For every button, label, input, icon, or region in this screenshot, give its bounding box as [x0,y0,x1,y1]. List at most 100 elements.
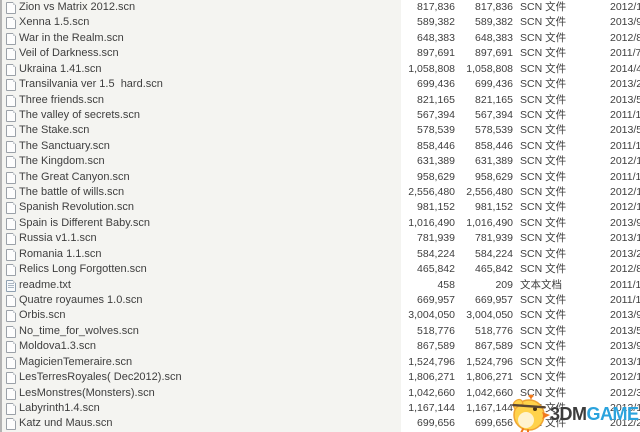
file-row[interactable]: Labyrinth1.4.scn 1,167,144 1,167,144 SCN… [0,401,640,416]
file-icon [6,402,16,415]
file-icon [6,372,16,385]
file-packed-size: 648,383 [475,31,513,44]
file-size: 578,539 [417,124,455,137]
file-name: Transilvania ver 1.5 hard.scn [19,78,163,91]
file-row[interactable]: The Kingdom.scn 631,389 631,389 SCN 文件 2… [0,154,640,169]
file-name: Ukraina 1.41.scn [19,62,102,75]
file-size: 465,842 [417,263,455,276]
file-icon [6,109,16,122]
file-name: Relics Long Forgotten.scn [19,263,147,276]
file-icon [6,125,16,138]
file-row[interactable]: Spanish Revolution.scn 981,152 981,152 S… [0,200,640,215]
file-date: 2013/5 [610,93,640,106]
file-size: 1,167,144 [408,401,455,414]
file-date: 2013/9 [610,216,640,229]
file-name: Russia v1.1.scn [19,232,97,245]
file-row[interactable]: LesMonstres(Monsters).scn 1,042,660 1,04… [0,386,640,401]
file-row[interactable]: No_time_for_wolves.scn 518,776 518,776 S… [0,324,640,339]
file-type: SCN 文件 [520,201,567,214]
file-size: 2,556,480 [408,186,455,199]
file-name: Veil of Darkness.scn [19,47,119,60]
file-date: 2013/5 [610,324,640,337]
file-type: SCN 文件 [520,31,567,44]
file-row[interactable]: The valley of secrets.scn 567,394 567,39… [0,108,640,123]
file-row[interactable]: Orbis.scn 3,004,050 3,004,050 SCN 文件 201… [0,308,640,323]
file-row[interactable]: The battle of wills.scn 2,556,480 2,556,… [0,185,640,200]
file-type: SCN 文件 [520,386,567,399]
file-type: SCN 文件 [520,108,567,121]
file-date: 2012/8 [610,263,640,276]
file-row[interactable]: MagicienTemeraire.scn 1,524,796 1,524,79… [0,355,640,370]
file-name: LesMonstres(Monsters).scn [19,386,155,399]
file-row[interactable]: War in the Realm.scn 648,383 648,383 SCN… [0,31,640,46]
file-type: SCN 文件 [520,247,567,260]
file-name: Labyrinth1.4.scn [19,401,100,414]
file-icon [6,217,16,230]
file-size: 699,656 [417,417,455,430]
file-type: SCN 文件 [520,355,567,368]
window-left-border [0,0,2,432]
file-row[interactable]: Xenna 1.5.scn 589,382 589,382 SCN 文件 201… [0,15,640,30]
file-size: 867,589 [417,340,455,353]
file-size: 1,058,808 [408,62,455,75]
file-row[interactable]: Moldova1.3.scn 867,589 867,589 SCN 文件 20… [0,339,640,354]
file-size: 458 [437,278,455,291]
file-name: The valley of secrets.scn [19,108,141,121]
file-row[interactable]: Veil of Darkness.scn 897,691 897,691 SCN… [0,46,640,61]
file-row[interactable]: The Great Canyon.scn 958,629 958,629 SCN… [0,170,640,185]
file-packed-size: 578,539 [475,124,513,137]
file-size: 584,224 [417,247,455,260]
file-type: SCN 文件 [520,62,567,75]
file-name: War in the Realm.scn [19,31,124,44]
file-date: 2013/5 [610,124,640,137]
file-row[interactable]: LesTerresRoyales( Dec2012).scn 1,806,271… [0,370,640,385]
file-type: SCN 文件 [520,232,567,245]
file-date: 2012/1 [610,371,640,384]
file-packed-size: 981,152 [475,201,513,214]
file-packed-size: 858,446 [475,139,513,152]
file-type: SCN 文件 [520,155,567,168]
file-packed-size: 631,389 [475,155,513,168]
file-type: 文本文档 [520,278,562,291]
file-row[interactable]: Three friends.scn 821,165 821,165 SCN 文件… [0,93,640,108]
file-row[interactable]: Russia v1.1.scn 781,939 781,939 SCN 文件 2… [0,231,640,246]
file-name: readme.txt [19,278,71,291]
file-row[interactable]: readme.txt 458 209 文本文档 2011/1 [0,278,640,293]
file-row[interactable]: Transilvania ver 1.5 hard.scn 699,436 69… [0,77,640,92]
file-row[interactable]: Quatre royaumes 1.0.scn 669,957 669,957 … [0,293,640,308]
file-type: SCN 文件 [520,139,567,152]
file-size: 3,004,050 [408,309,455,322]
file-row[interactable]: Spain is Different Baby.scn 1,016,490 1,… [0,216,640,231]
file-row[interactable]: The Stake.scn 578,539 578,539 SCN 文件 201… [0,123,640,138]
text-file-icon [6,279,16,292]
file-packed-size: 584,224 [475,247,513,260]
file-size: 1,042,660 [408,386,455,399]
file-row[interactable]: Zion vs Matrix 2012.scn 817,836 817,836 … [0,0,640,15]
file-date: 2012/1 [610,201,640,214]
file-size: 981,152 [417,201,455,214]
file-size: 817,836 [417,1,455,13]
file-icon [6,2,16,14]
file-row[interactable]: Romania 1.1.scn 584,224 584,224 SCN 文件 2… [0,247,640,262]
file-icon [6,233,16,246]
file-date: 2013/9 [610,340,640,353]
file-name: Romania 1.1.scn [19,247,102,260]
file-icon [6,79,16,92]
file-type: SCN 文件 [520,47,567,60]
file-icon [6,295,16,308]
file-size: 518,776 [417,324,455,337]
file-name: The Stake.scn [19,124,90,137]
file-row[interactable]: Katz und Maus.scn 699,656 699,656 SCN 文件… [0,416,640,431]
file-size: 699,436 [417,78,455,91]
file-packed-size: 209 [495,278,513,291]
file-date: 2011/1 [610,108,640,121]
file-type: SCN 文件 [520,186,567,199]
file-size: 1,524,796 [408,355,455,368]
file-row[interactable]: The Sanctuary.scn 858,446 858,446 SCN 文件… [0,139,640,154]
file-icon [6,202,16,215]
file-packed-size: 699,436 [475,78,513,91]
file-name: Spanish Revolution.scn [19,201,134,214]
file-row[interactable]: Ukraina 1.41.scn 1,058,808 1,058,808 SCN… [0,62,640,77]
file-row[interactable]: Relics Long Forgotten.scn 465,842 465,84… [0,262,640,277]
